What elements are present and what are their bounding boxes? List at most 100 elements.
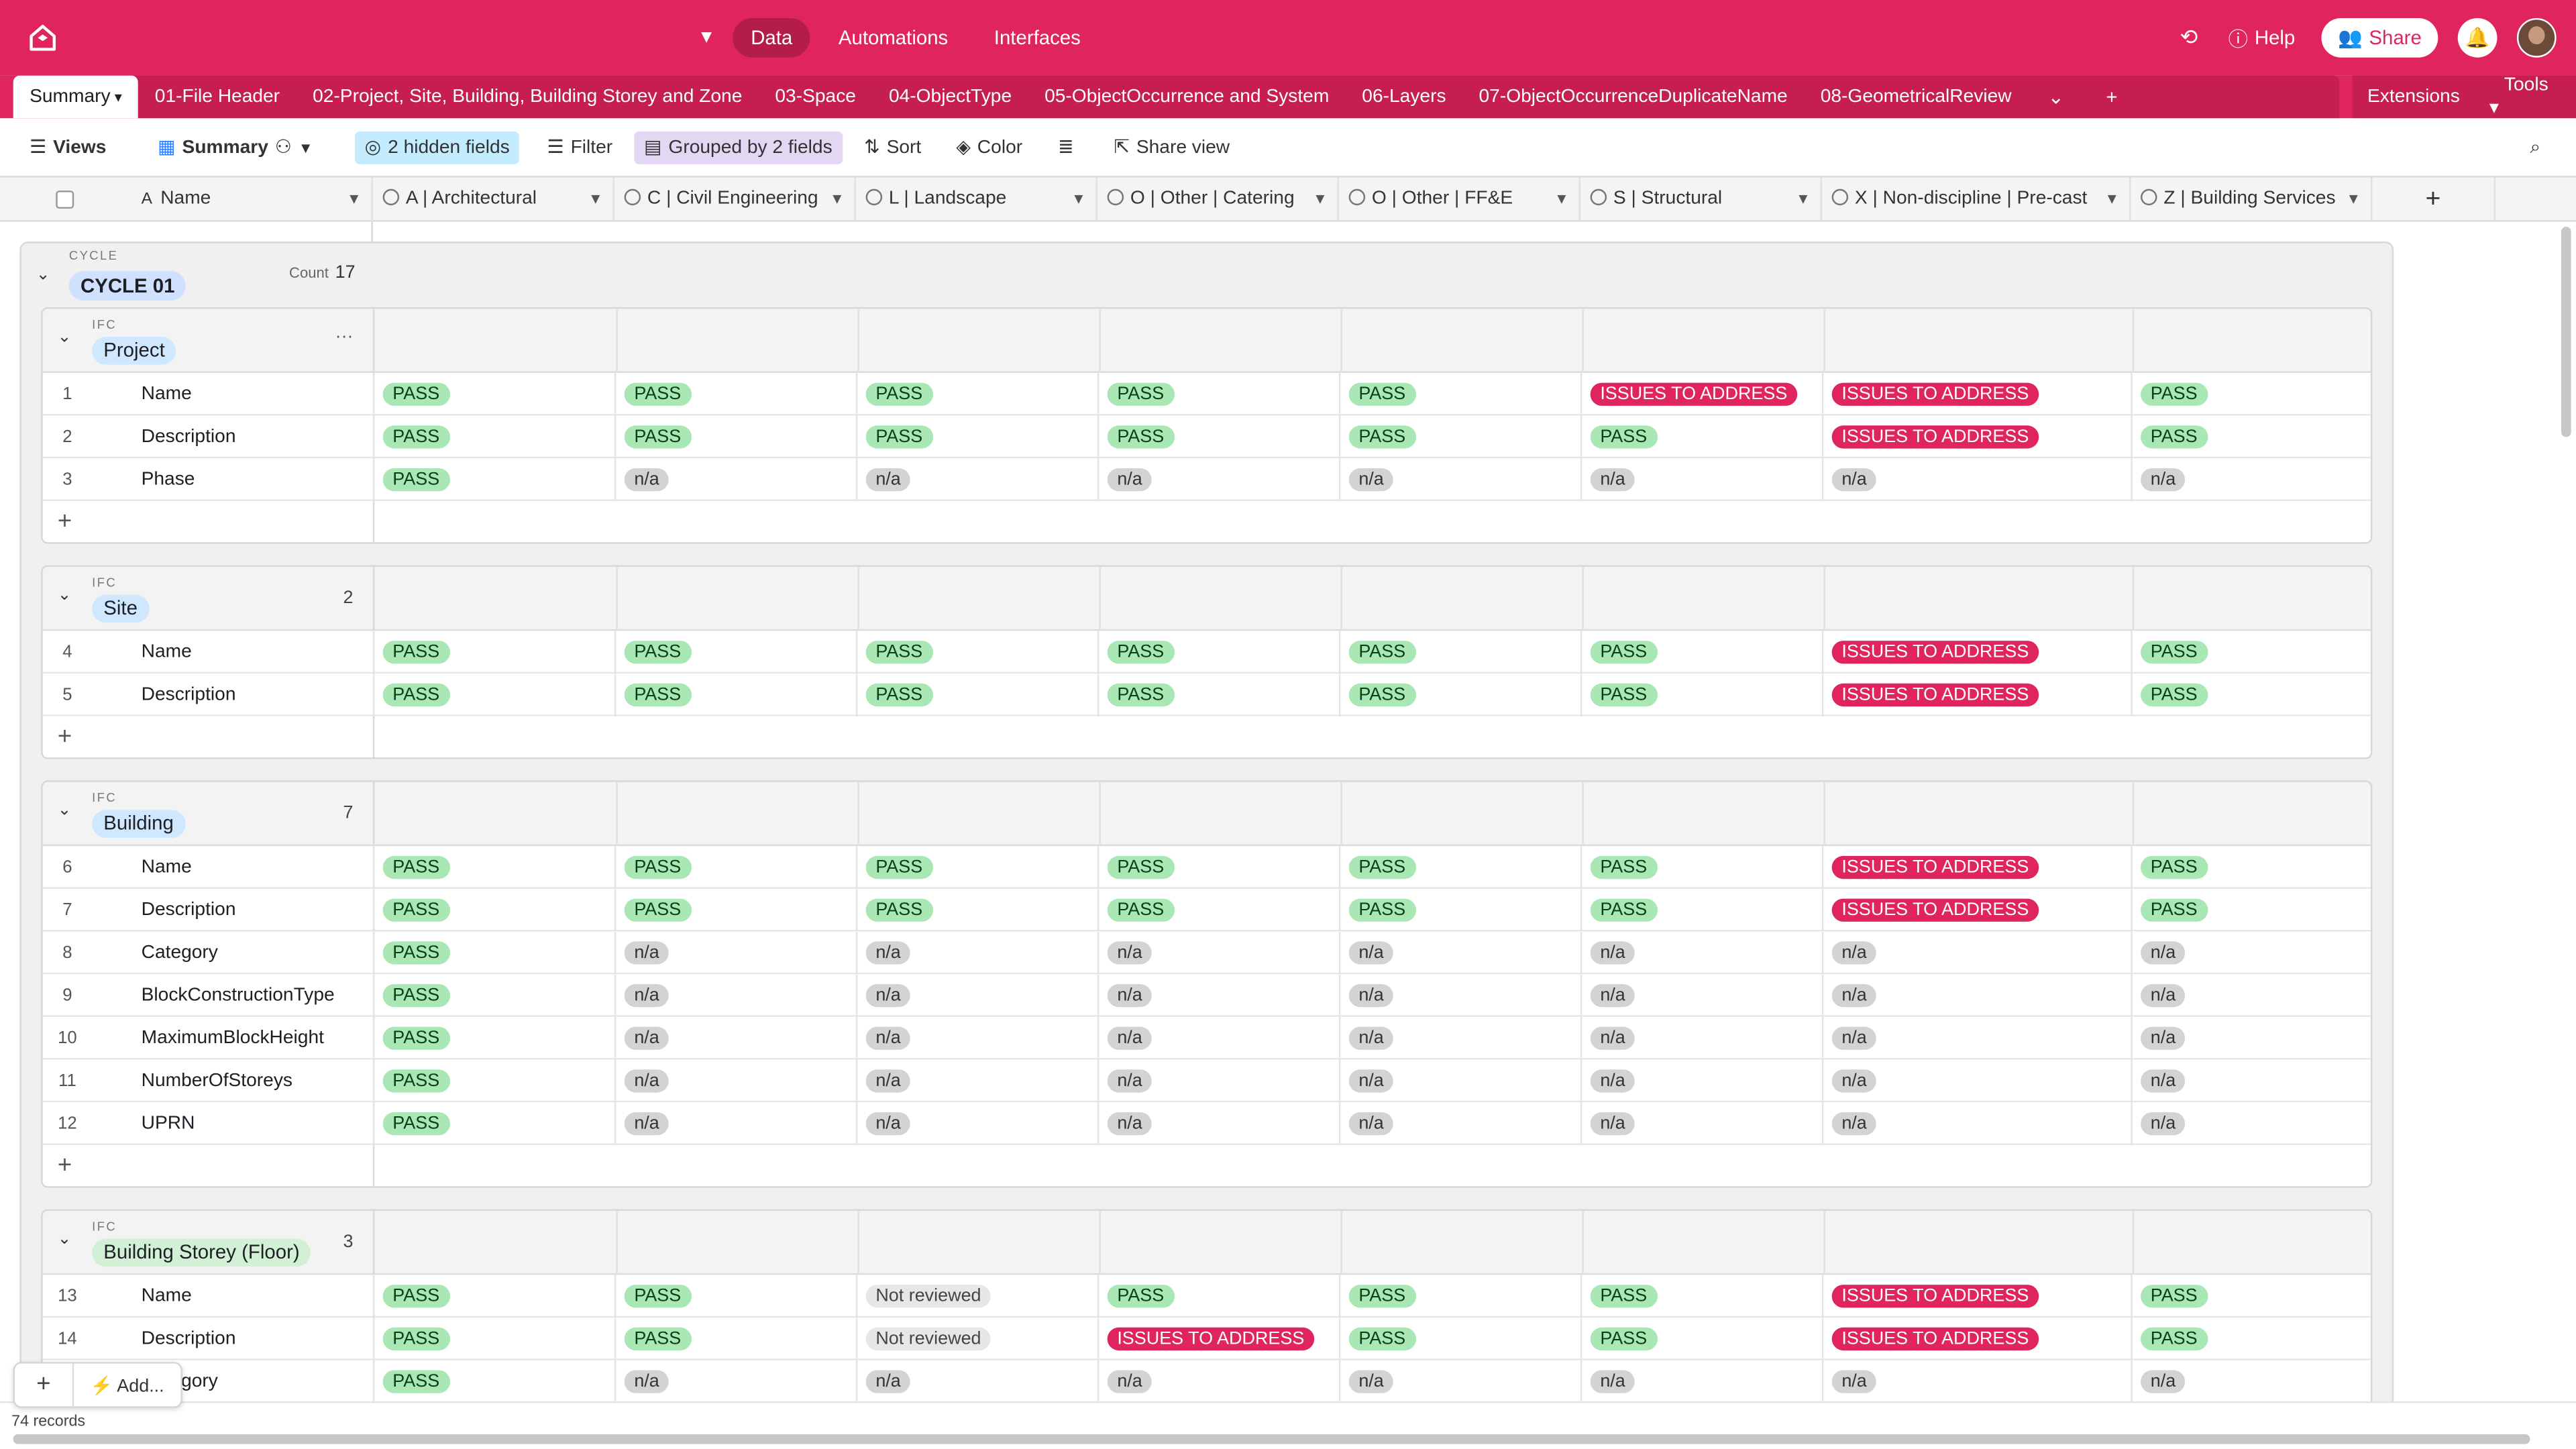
horizontal-scrollbar[interactable] <box>13 1434 2530 1444</box>
vertical-scrollbar[interactable] <box>2561 226 2571 437</box>
status-cell[interactable]: PASS <box>372 1102 614 1145</box>
status-cell[interactable]: PASS <box>2131 415 2371 459</box>
chevron-down-icon[interactable]: ▼ <box>1312 191 1328 207</box>
status-cell[interactable]: PASS <box>1338 631 1580 674</box>
chevron-down-icon[interactable]: ▼ <box>1071 191 1086 207</box>
table-row[interactable]: 12 UPRN PASS n/a n/a n/a n/a n/a n/a n/a <box>42 1102 2371 1145</box>
tab-01-file-header[interactable]: 01-File Header <box>154 87 280 107</box>
table-row[interactable]: 14 Description PASS PASS Not reviewed ISSUES … <box>42 1318 2371 1360</box>
status-cell[interactable]: PASS <box>855 846 1097 889</box>
tools-button[interactable]: Tools ▾ <box>2489 75 2548 119</box>
status-cell[interactable]: n/a <box>614 1059 856 1103</box>
group-button[interactable]: ▤ Grouped by 2 fields <box>634 131 843 164</box>
status-cell[interactable]: Not reviewed <box>855 1318 1097 1360</box>
status-cell[interactable]: n/a <box>1338 1016 1580 1060</box>
table-row[interactable]: 1 Name PASS PASS PASS PASS PASS ISSUES TO ADDRE… <box>42 372 2371 416</box>
status-cell[interactable]: n/a <box>1338 1059 1580 1103</box>
status-cell[interactable]: n/a <box>614 974 856 1017</box>
status-cell[interactable]: n/a <box>1821 1016 2131 1060</box>
status-cell[interactable]: PASS <box>372 631 614 674</box>
status-cell[interactable]: PASS <box>372 888 614 932</box>
status-cell[interactable]: n/a <box>1580 458 1822 501</box>
status-cell[interactable]: PASS <box>1580 674 1822 716</box>
status-cell[interactable]: PASS <box>1580 631 1822 674</box>
tab-04-objecttype[interactable]: 04-ObjectType <box>888 87 1012 107</box>
tab-summary[interactable]: Summary ▾ <box>13 75 139 119</box>
more-tables-chevron-icon[interactable]: ⌄ <box>2047 85 2065 109</box>
row-name[interactable]: Name <box>141 384 192 405</box>
status-cell[interactable]: PASS <box>614 631 856 674</box>
status-cell[interactable]: PASS <box>1097 846 1339 889</box>
status-cell[interactable]: n/a <box>614 1016 856 1060</box>
share-view-button[interactable]: ⇱ Share view <box>1104 131 1240 164</box>
table-row[interactable]: 9 BlockConstructionType PASS n/a n/a n/a n/a n/… <box>42 974 2371 1017</box>
status-cell[interactable]: PASS <box>2131 846 2371 889</box>
status-cell[interactable]: n/a <box>2131 1016 2371 1060</box>
chevron-down-icon[interactable]: ▼ <box>829 191 845 207</box>
status-cell[interactable]: n/a <box>2131 1102 2371 1145</box>
status-cell[interactable]: PASS <box>372 974 614 1017</box>
chevron-down-icon[interactable]: ▼ <box>588 191 603 207</box>
status-cell[interactable]: n/a <box>1097 1102 1339 1145</box>
status-cell[interactable]: PASS <box>855 888 1097 932</box>
extensions-button[interactable]: Extensions <box>2367 87 2460 107</box>
status-cell[interactable]: n/a <box>1097 1059 1339 1103</box>
status-cell[interactable]: PASS <box>372 1275 614 1318</box>
status-cell[interactable]: n/a <box>855 1102 1097 1145</box>
row-name[interactable]: NumberOfStoreys <box>141 1071 292 1091</box>
status-cell[interactable]: PASS <box>372 1318 614 1360</box>
status-cell[interactable]: n/a <box>2131 931 2371 975</box>
row-name[interactable]: Phase <box>141 470 195 490</box>
group-collapse-chevron-icon[interactable]: ⌄ <box>57 1230 72 1249</box>
status-cell[interactable]: PASS <box>614 415 856 459</box>
status-cell[interactable]: n/a <box>855 1360 1097 1401</box>
status-cell[interactable]: PASS <box>1338 1275 1580 1318</box>
chevron-down-icon[interactable]: ▼ <box>2346 191 2361 207</box>
status-cell[interactable]: PASS <box>1097 674 1339 716</box>
status-cell[interactable]: n/a <box>1097 974 1339 1017</box>
table-row[interactable]: 15CategoryPASSn/an/an/an/an/an/an/a <box>42 1360 2371 1401</box>
table-row[interactable]: 13 Name PASS PASS Not reviewed PASS PASS PASS IS… <box>42 1275 2371 1318</box>
status-cell[interactable]: n/a <box>1821 458 2131 501</box>
column-header-discipline[interactable]: O | Other | FF&E ▼ <box>1339 177 1580 222</box>
status-cell[interactable]: n/a <box>2131 458 2371 501</box>
status-cell[interactable]: n/a <box>1580 1102 1822 1145</box>
add-record-button[interactable]: ⚡ Add... <box>74 1375 164 1395</box>
help-button[interactable]: ⓘ Help <box>2229 24 2296 52</box>
status-cell[interactable]: PASS <box>1338 415 1580 459</box>
row-height-button[interactable]: ≣ <box>1048 131 1083 164</box>
add-row-plus-icon[interactable]: + <box>57 1151 72 1180</box>
nav-automations[interactable]: Automations <box>838 26 949 50</box>
status-cell[interactable]: PASS <box>2131 674 2371 716</box>
status-cell[interactable]: ISSUES TO ADDRESS <box>1821 415 2131 459</box>
status-cell[interactable]: n/a <box>2131 1360 2371 1401</box>
status-cell[interactable]: n/a <box>1097 458 1339 501</box>
status-cell[interactable]: PASS <box>1338 846 1580 889</box>
status-cell[interactable]: PASS <box>1580 846 1822 889</box>
status-cell[interactable]: n/a <box>2131 974 2371 1017</box>
status-cell[interactable]: PASS <box>1338 674 1580 716</box>
tab-05-objectoccurrence-and-system[interactable]: 05-ObjectOccurrence and System <box>1044 87 1330 107</box>
sort-button[interactable]: ⇅ Sort <box>854 131 930 164</box>
status-cell[interactable]: ISSUES TO ADDRESS <box>1821 1318 2131 1360</box>
status-cell[interactable]: PASS <box>1097 888 1339 932</box>
status-cell[interactable]: PASS <box>1097 1275 1339 1318</box>
status-cell[interactable]: PASS <box>1338 888 1580 932</box>
status-cell[interactable]: ISSUES TO ADDRESS <box>1821 846 2131 889</box>
row-name[interactable]: Description <box>141 427 236 447</box>
status-cell[interactable]: PASS <box>614 1275 856 1318</box>
avatar[interactable] <box>2516 17 2557 58</box>
home-icon[interactable] <box>25 19 61 56</box>
column-header-discipline[interactable]: Z | Building Services ▼ <box>2131 177 2373 222</box>
nav-data[interactable]: Data <box>733 17 811 58</box>
table-row[interactable]: 10 MaximumBlockHeight PASS n/a n/a n/a n/a n/a n… <box>42 1016 2371 1060</box>
status-cell[interactable]: PASS <box>372 846 614 889</box>
search-icon[interactable]: ⌕ <box>2530 138 2541 158</box>
select-all-checkbox[interactable] <box>56 191 74 209</box>
status-cell[interactable]: n/a <box>614 1102 856 1145</box>
status-cell[interactable]: ISSUES TO ADDRESS <box>1821 1275 2131 1318</box>
table-row[interactable]: 7 Description PASS PASS PASS PASS PASS PASS ISSU… <box>42 888 2371 932</box>
add-record-plus-icon[interactable]: + <box>15 1363 74 1407</box>
tab-06-layers[interactable]: 06-Layers <box>1362 87 1446 107</box>
status-cell[interactable]: n/a <box>855 1059 1097 1103</box>
